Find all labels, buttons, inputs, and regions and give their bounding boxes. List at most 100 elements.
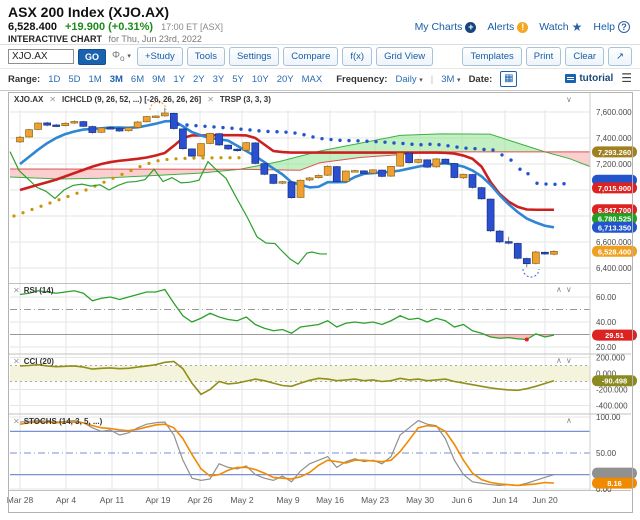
my-charts-link[interactable]: My Charts + xyxy=(415,21,477,33)
range-option-3M[interactable]: 3M xyxy=(109,73,123,85)
price-badge xyxy=(592,467,637,479)
alert-icon: ! xyxy=(517,21,529,33)
low-marker xyxy=(522,268,540,278)
price-badge xyxy=(592,329,637,341)
date-axis-label: May 16 xyxy=(316,495,344,505)
alerts-link[interactable]: Alerts ! xyxy=(487,21,529,33)
frequency-label: Frequency: xyxy=(336,73,388,85)
axis-tick-label: -400.000 xyxy=(596,402,628,411)
range-option-5Y[interactable]: 5Y xyxy=(232,73,244,85)
stoch-pane-chevrons[interactable]: ∧ xyxy=(566,416,576,425)
range-option-1Y[interactable]: 1Y xyxy=(173,73,185,85)
fx-button[interactable]: f(x) xyxy=(342,47,373,66)
remove-study-icon[interactable]: ✕ xyxy=(13,417,20,426)
range-option-20Y[interactable]: 20Y xyxy=(276,73,294,85)
remove-study-icon[interactable]: ✕ xyxy=(13,286,20,295)
axis-tick-label: -200.000 xyxy=(596,386,628,395)
tools-button[interactable]: Tools xyxy=(186,47,225,66)
range-option-6M[interactable]: 6M xyxy=(130,73,145,85)
cci-pane-chevrons[interactable]: ∧∨ xyxy=(556,356,576,365)
range-label: Range: xyxy=(8,73,41,85)
symbol-input[interactable] xyxy=(8,49,74,64)
date-axis-label: Jun 6 xyxy=(452,495,473,505)
price-badge-label: 6,528.400 xyxy=(598,247,631,256)
high-marker xyxy=(149,101,167,111)
range-option-2Y[interactable]: 2Y xyxy=(192,73,205,85)
axis-tick-label: 0.00 xyxy=(596,485,612,494)
rsi-pane xyxy=(10,288,590,342)
axis-tick-label: 100.00 xyxy=(596,413,621,422)
tutorial-icon xyxy=(565,73,577,83)
remove-study-icon[interactable]: ✕ xyxy=(207,95,214,104)
range-option-1M[interactable]: 1M xyxy=(88,73,102,85)
price-badge xyxy=(592,477,637,489)
kijun-line xyxy=(19,133,554,212)
go-button[interactable]: GO xyxy=(78,48,107,65)
axis-tick-label: 60.00 xyxy=(596,293,617,302)
range-option-MAX[interactable]: MAX xyxy=(301,73,323,85)
price-change: +19.900 (+0.31%) xyxy=(65,21,154,33)
cci-line xyxy=(19,360,555,396)
divider: | xyxy=(430,73,434,85)
range-options: 1D 5D 1M 3M 6M 9M 1Y 2Y 3Y 5Y 10Y 20Y MAX xyxy=(48,74,322,85)
date-axis-label: Jun 14 xyxy=(492,495,518,505)
date-axis-label: Jun 20 xyxy=(532,495,558,505)
page-title: ASX 200 Index (XJO.AX) xyxy=(8,4,170,20)
calendar-icon[interactable]: ▦ xyxy=(500,71,518,87)
candlesticks xyxy=(16,107,558,268)
range-option-10Y[interactable]: 10Y xyxy=(251,73,269,85)
range-option-1D[interactable]: 1D xyxy=(48,73,61,85)
rsi-pane-chevrons[interactable]: ∧∨ xyxy=(556,285,576,294)
stoch-d-line xyxy=(19,421,555,487)
axes: 7,600.0007,400.0007,200.0007,000.0006,80… xyxy=(7,93,637,505)
quote-options-dropdown[interactable]: Φo ▾ xyxy=(112,50,131,63)
settings-button[interactable]: Settings xyxy=(228,47,280,66)
price-badge-label: 29.51 xyxy=(605,331,624,340)
date-axis-label: Apr 11 xyxy=(100,495,125,505)
popout-button[interactable]: ↗ xyxy=(608,47,632,66)
date-axis-label: Apr 26 xyxy=(187,495,212,505)
date-label: Date: xyxy=(468,73,493,85)
templates-button[interactable]: Templates xyxy=(462,47,522,66)
axis-tick-label: 0.000 xyxy=(596,370,617,379)
price-pane xyxy=(9,101,591,278)
range-bar-right: tutorial ☰ xyxy=(565,71,632,85)
range-option-5D[interactable]: 5D xyxy=(68,73,81,85)
price-badge-label: 6,847.700 xyxy=(598,206,631,215)
remove-study-icon[interactable]: ✕ xyxy=(49,95,57,104)
add-study-button[interactable]: +Study xyxy=(136,47,183,66)
tutorial-link[interactable]: tutorial xyxy=(565,73,613,84)
help-link[interactable]: Help ? xyxy=(593,21,630,33)
compare-button[interactable]: Compare xyxy=(283,47,339,66)
axis-tick-label: 7,400.000 xyxy=(596,134,632,143)
top-links: My Charts + Alerts ! Watch ★ Help ? xyxy=(415,20,630,34)
legend-study-ichcld: ICHCLD (9, 26, 52, ...) [-26, 26, 26, 26… xyxy=(62,95,202,104)
menu-icon[interactable]: ☰ xyxy=(621,71,632,85)
remove-study-icon[interactable]: ✕ xyxy=(13,357,20,366)
price-badge-label: 6,780.525 xyxy=(598,215,631,224)
period-dropdown[interactable]: 3M ▾ xyxy=(441,73,461,85)
clear-button[interactable]: Clear xyxy=(565,47,605,66)
watch-link[interactable]: Watch ★ xyxy=(539,20,583,34)
print-button[interactable]: Print xyxy=(525,47,562,66)
axis-tick-label: 40.00 xyxy=(596,318,617,327)
legend-symbol: XJO.AX xyxy=(14,95,44,104)
frequency-dropdown[interactable]: Daily ▾ xyxy=(395,73,423,85)
collapse-price-pane-icon[interactable]: ∨ xyxy=(566,95,576,104)
range-option-9M[interactable]: 9M xyxy=(152,73,166,85)
axis-tick-label: 200.000 xyxy=(596,354,625,363)
quote-row: 6,528.400 +19.900 (+0.31%) 17:00 ET [ASX… xyxy=(8,21,223,33)
last-price: 6,528.400 xyxy=(8,21,57,33)
grid-view-button[interactable]: Grid View xyxy=(376,47,434,66)
date-axis-label: May 9 xyxy=(276,495,299,505)
price-badge xyxy=(592,182,637,194)
stoch-panel-label: ✕ STOCHS (14, 3, 5, ...) xyxy=(13,417,103,426)
trsp-line xyxy=(9,151,327,265)
rsi-oversold-fill xyxy=(484,334,554,340)
axis-tick-label: 50.00 xyxy=(596,449,617,458)
date-axis-label: Mar 28 xyxy=(7,495,34,505)
price-badge-label: 6,713.350 xyxy=(598,223,631,232)
date-axis-label: May 2 xyxy=(230,495,253,505)
range-option-3Y[interactable]: 3Y xyxy=(212,73,225,85)
